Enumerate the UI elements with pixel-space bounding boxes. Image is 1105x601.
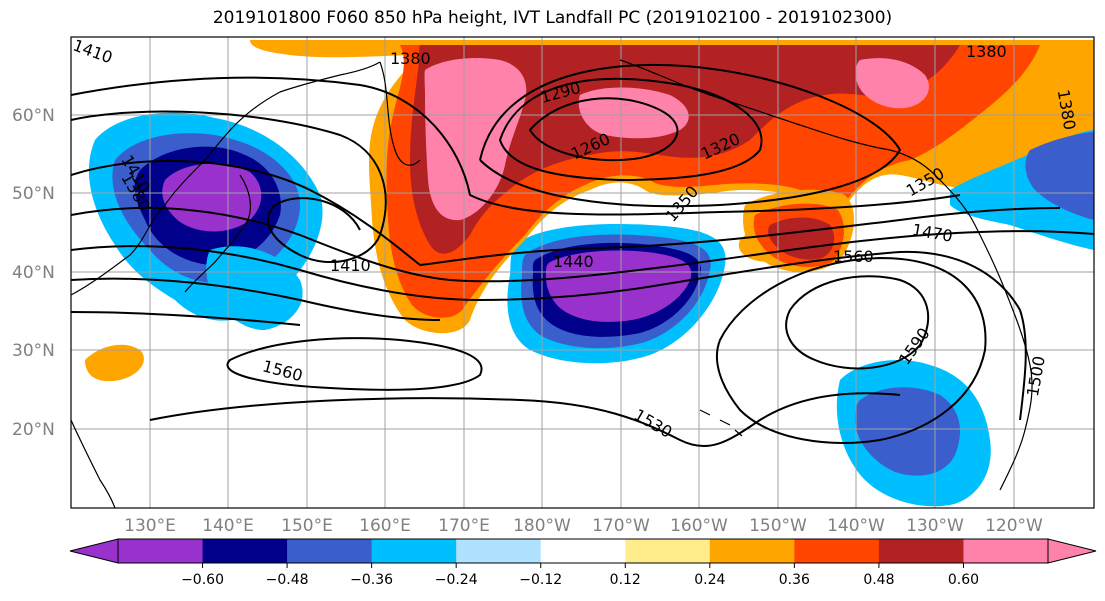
lat-label: 40°N xyxy=(12,263,55,283)
lon-label: 140°W xyxy=(827,516,885,536)
latitude-labels: 60°N 50°N 40°N 30°N 20°N xyxy=(12,106,55,440)
contour-1530-south xyxy=(149,392,901,448)
lon-label: 170°E xyxy=(438,516,490,536)
colorbar-segment xyxy=(540,539,626,563)
coast-asia xyxy=(71,61,381,296)
lon-label: 160°E xyxy=(359,516,411,536)
contour-label: 1380 xyxy=(966,42,1007,61)
coast-north-america xyxy=(934,174,1033,491)
colorbar-tick-label: 0.36 xyxy=(779,572,810,588)
lat-label: 30°N xyxy=(12,341,55,361)
contour-label: 1380 xyxy=(390,49,431,68)
lat-label: 60°N xyxy=(12,106,55,126)
map-title: 2019101800 F060 850 hPa height, IVT Land… xyxy=(212,8,893,28)
positive-blob-north-dark xyxy=(410,45,960,254)
colorbar-tick-label: −0.36 xyxy=(350,572,393,588)
lon-label: 160°W xyxy=(670,516,728,536)
contour-1350 xyxy=(479,63,902,208)
contour-label: 1410 xyxy=(330,256,371,275)
colorbar-segment xyxy=(118,539,204,563)
colorbar-outline xyxy=(117,538,1049,564)
lat-label: 50°N xyxy=(12,184,55,204)
negative-blob-japan-core xyxy=(162,163,262,232)
colorbar-arrow-left xyxy=(69,538,119,564)
colorbar-tick-label: −0.12 xyxy=(519,572,562,588)
colorbar-arrow-right xyxy=(1047,538,1097,564)
positive-blob-sw xyxy=(85,344,144,382)
positive-blob-north-pink xyxy=(424,58,527,221)
colorbar-segment xyxy=(878,539,964,563)
graticule xyxy=(71,37,1094,508)
contour-label: 1560 xyxy=(833,247,874,266)
contour-1530 xyxy=(71,277,441,326)
colorbar-segment xyxy=(963,539,1049,563)
lon-label: 150°W xyxy=(749,516,807,536)
contour-1560-west xyxy=(226,337,483,391)
contour-1470 xyxy=(71,206,1094,283)
lon-label: 130°E xyxy=(124,516,176,536)
lon-label: 150°E xyxy=(281,516,333,536)
contour-1440 xyxy=(71,159,1061,267)
contour-label: 1440 xyxy=(553,252,594,271)
coast-alaska xyxy=(619,59,936,176)
colorbar: −0.60 −0.48 −0.36 −0.24 −0.12 0.12 0.24 0.36 0.4… xyxy=(69,538,1097,588)
colorbar-segment xyxy=(202,539,288,563)
colorbar-segment xyxy=(371,539,457,563)
contour-1290-1260 xyxy=(528,97,679,162)
colorbar-tick-label: −0.48 xyxy=(266,572,309,588)
lat-label: 20°N xyxy=(12,420,55,440)
colorbar-segment xyxy=(709,539,795,563)
lon-label: 130°W xyxy=(906,516,964,536)
negative-blob-coast-mid xyxy=(1025,132,1094,220)
colorbar-tick-label: 0.12 xyxy=(610,572,641,588)
longitude-labels: 130°E 140°E 150°E 160°E 170°E 180°W 170°… xyxy=(124,516,1043,536)
contour-1380 xyxy=(71,76,961,216)
positive-blob-ne-pink xyxy=(855,58,929,109)
colorbar-segment xyxy=(456,539,542,563)
colorbar-tick-label: −0.60 xyxy=(181,572,224,588)
lon-label: 120°W xyxy=(985,516,1043,536)
lon-label: 170°W xyxy=(592,516,650,536)
colorbar-tick-label: 0.24 xyxy=(694,572,725,588)
coast-japan xyxy=(184,174,252,293)
colorbar-segment xyxy=(287,539,373,563)
colorbar-segment xyxy=(625,539,711,563)
contour-1590 xyxy=(715,256,987,444)
negative-blob-japan-lower xyxy=(206,246,303,330)
coast-taiwan-philippines xyxy=(71,419,116,508)
contour-1560-east xyxy=(785,275,930,370)
contour-1410 xyxy=(71,110,387,263)
lon-label: 180°W xyxy=(513,516,571,536)
contour-1500 xyxy=(71,245,1027,421)
colorbar-tick-label: −0.24 xyxy=(435,572,478,588)
coastlines xyxy=(71,59,1033,508)
colorbar-segment xyxy=(794,539,880,563)
height-contours xyxy=(71,63,1094,448)
positive-blob-gulf-dark xyxy=(768,217,835,260)
coast-kamchatka xyxy=(379,61,421,166)
colorbar-tick-label: 0.48 xyxy=(863,572,894,588)
lon-label: 140°E xyxy=(202,516,254,536)
positive-blob-north-pink2 xyxy=(578,87,689,139)
colorbar-tick-label: 0.60 xyxy=(948,572,979,588)
map-frame xyxy=(70,36,1095,509)
contour-1320 xyxy=(498,77,763,182)
